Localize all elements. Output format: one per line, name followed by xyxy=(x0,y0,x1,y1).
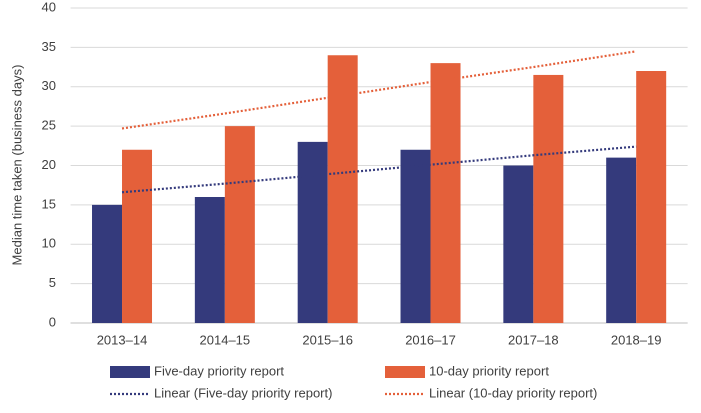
legend-label: Five-day priority report xyxy=(154,363,284,378)
bar xyxy=(327,55,358,323)
bar xyxy=(194,197,225,323)
y-tick-label: 30 xyxy=(42,78,56,93)
x-tick-label: 2016–17 xyxy=(405,332,456,347)
legend-label: Linear (Five-day priority report) xyxy=(154,385,332,400)
y-axis-label: Median time taken (business days) xyxy=(9,65,24,266)
bar xyxy=(297,141,328,323)
x-tick-label: 2018–19 xyxy=(611,332,662,347)
bar xyxy=(92,204,123,323)
bar xyxy=(400,149,431,323)
bar xyxy=(122,149,153,323)
legend-swatch xyxy=(385,366,425,378)
bar xyxy=(533,74,564,323)
y-tick-label: 35 xyxy=(42,39,56,54)
trend-line xyxy=(121,145,637,194)
x-tick-label: 2017–18 xyxy=(508,332,559,347)
bar xyxy=(430,63,461,323)
bar xyxy=(503,165,534,323)
bar xyxy=(606,157,637,323)
trend-line xyxy=(121,50,637,130)
x-tick-label: 2015–16 xyxy=(302,332,353,347)
legend-label: Linear (10-day priority report) xyxy=(429,385,597,400)
y-tick-label: 20 xyxy=(42,157,56,172)
y-tick-label: 25 xyxy=(42,118,56,133)
y-tick-label: 40 xyxy=(42,0,56,14)
bar xyxy=(636,71,667,323)
y-tick-label: 10 xyxy=(42,236,56,251)
legend-swatch xyxy=(110,366,150,378)
x-tick-label: 2013–14 xyxy=(97,332,148,347)
legend-label: 10-day priority report xyxy=(429,363,549,378)
y-tick-label: 15 xyxy=(42,196,56,211)
x-tick-label: 2014–15 xyxy=(200,332,251,347)
y-tick-label: 0 xyxy=(49,314,56,329)
bar xyxy=(224,126,255,323)
y-tick-label: 5 xyxy=(49,275,56,290)
